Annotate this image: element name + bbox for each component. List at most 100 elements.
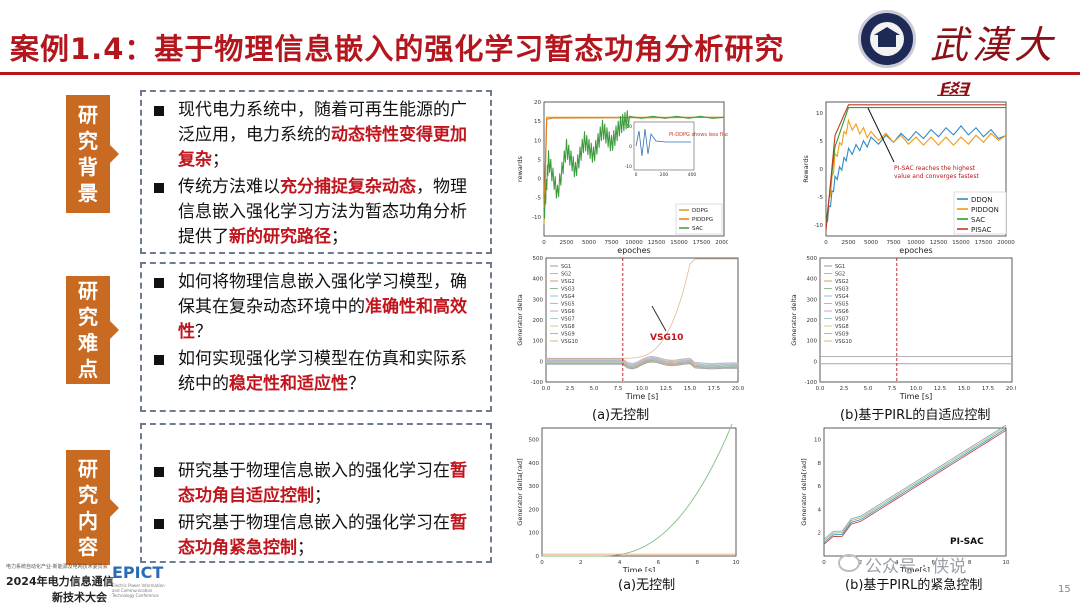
tag-content: 研究内容 (66, 450, 119, 565)
x-tick-label: 6 (931, 560, 935, 566)
x-tick-label: 2.5 (566, 386, 575, 392)
inset-y-tick: 10 (626, 124, 632, 130)
x-tick-label: 15.0 (684, 386, 697, 392)
x-tick-label: 8 (968, 560, 972, 566)
x-tick-label: 12.5 (660, 386, 673, 392)
legend-entry: VSG2 (835, 279, 849, 285)
legend-entry: PIDDQN (971, 206, 999, 214)
university-emblem-icon (858, 10, 916, 68)
x-tick-label: 5000 (582, 240, 596, 246)
legend-entry: VSG5 (835, 302, 849, 308)
x-tick-label: 5000 (864, 240, 878, 246)
chart-rewards-ddpg: 02500500075001000012500150001750020000-1… (516, 96, 728, 258)
y-tick-label: -10 (814, 223, 823, 229)
y-tick-label: 100 (533, 339, 544, 345)
footer-conference-line1: 2024年电力信息通信 (6, 575, 114, 588)
legend-entry: VSG8 (835, 324, 849, 330)
tag-content-label: 研究内容 (78, 456, 98, 559)
y-tick-label: 5 (820, 139, 824, 145)
legend-entry: SAC (692, 226, 703, 232)
series-line-unstable (542, 424, 733, 557)
chart-delta-rad-emergency: 0 2 4 6 8 10 2 4 6 8 10 Time[s] Generator delta[rad]… (800, 424, 1010, 572)
x-tick-label: 17.5 (708, 386, 721, 392)
x-tick-label: 0.0 (542, 386, 551, 392)
y-tick-label: -100 (531, 380, 544, 386)
legend-entry: VSG3 (835, 287, 849, 293)
legend-entry: VSG4 (561, 294, 575, 300)
bullet-icon (154, 278, 164, 288)
x-tick-label: 2500 (560, 240, 574, 246)
legend-entry: VSG9 (561, 332, 575, 338)
chart-delta-no-control: 0.0 2.5 5.0 7.5 10.0 12.5 15.0 17.5 20.0 -100 0 100… (516, 256, 748, 400)
x-tick-label: 12500 (930, 240, 948, 246)
y-tick-label: 4 (818, 507, 822, 513)
x-axis-label: epoches (899, 246, 932, 255)
x-tick-label: 2.5 (840, 386, 849, 392)
series-line-sac (543, 110, 725, 219)
series-line-generator (823, 424, 1007, 540)
y-tick-label: 5 (538, 157, 542, 163)
series-line-generator (823, 426, 1007, 542)
y-tick-label: 500 (533, 256, 544, 262)
series-line-generator (546, 357, 739, 366)
x-tick-label: 20000 (997, 240, 1015, 246)
x-tick-label: 10 (1003, 560, 1010, 566)
bullet-icon (154, 519, 164, 529)
tag-difficulty: 研究难点 (66, 276, 119, 384)
chart-annotation: VSG10 (650, 333, 683, 343)
series-line-generator (546, 361, 739, 370)
annotation-arrow (651, 305, 667, 332)
legend-entry: SAC (971, 216, 985, 224)
legend-entry: PIDDPG (692, 217, 713, 223)
legend-entry: VSG10 (835, 339, 852, 345)
legend-entry: SG2 (561, 272, 571, 278)
y-tick-label: 10 (534, 138, 541, 144)
x-tick-label: 7.5 (888, 386, 897, 392)
x-tick-label: 2500 (842, 240, 856, 246)
x-tick-label: 10.0 (636, 386, 649, 392)
plot-area (541, 427, 737, 557)
chart-delta-adaptive-control: 0.0 2.5 5.0 7.5 10.0 12.5 15.0 17.5 20.0 -100 0 100… (790, 256, 1016, 400)
series-line-generator (546, 356, 739, 364)
y-tick-label: 100 (529, 531, 540, 537)
series-line-ddqn (825, 125, 1007, 223)
caption-adaptive-control: (b)基于PIRL的自适应控制 (840, 408, 991, 423)
inset-y-tick: -10 (625, 164, 632, 170)
x-tick-label: 20.0 (732, 386, 745, 392)
y-tick-label: -100 (805, 380, 818, 386)
y-tick-label: 500 (529, 438, 540, 444)
inset-y-tick: 0 (629, 144, 632, 150)
x-tick-label: 2 (859, 560, 863, 566)
y-tick-label: 20 (534, 100, 541, 106)
y-axis-label: Generator delta[rad] (800, 458, 808, 525)
x-tick-label: 7500 (605, 240, 619, 246)
y-tick-label: 0 (536, 554, 540, 560)
y-tick-label: 0 (814, 359, 818, 365)
y-tick-label: 2 (818, 531, 822, 537)
y-tick-label: 500 (807, 256, 818, 262)
series-line-pisac (825, 104, 1006, 231)
y-tick-label: 10 (814, 438, 821, 444)
x-tick-label: 2 (579, 560, 583, 566)
x-tick-label: 6 (657, 560, 661, 566)
annotation-arrow (867, 107, 895, 163)
x-tick-label: 15000 (670, 240, 688, 246)
chart-annotation: value and converges fastest (894, 173, 979, 180)
x-tick-label: 12500 (648, 240, 666, 246)
section-difficulty: 如何将物理信息嵌入强化学习模型，确保其在复杂动态环境中的准确性和高效性？ 如何实… (140, 262, 492, 412)
y-axis-label: Generator delta[rad] (516, 458, 524, 525)
bullet-icon (154, 183, 164, 193)
series-line-generator (546, 359, 739, 367)
x-tick-label: 4 (895, 560, 899, 566)
y-tick-label: 10 (816, 111, 823, 117)
legend-entry: VSG7 (835, 317, 849, 323)
x-tick-label: 20.0 (1006, 386, 1016, 392)
x-tick-label: 0 (542, 240, 546, 246)
x-tick-label: 0 (824, 240, 828, 246)
legend-entry: VSG8 (561, 324, 575, 330)
series-line-piddqn (825, 118, 1007, 222)
legend-entry: VSG5 (561, 302, 575, 308)
tag-difficulty-label: 研究难点 (78, 279, 98, 381)
caption-no-control-2: (a)无控制 (618, 578, 676, 593)
